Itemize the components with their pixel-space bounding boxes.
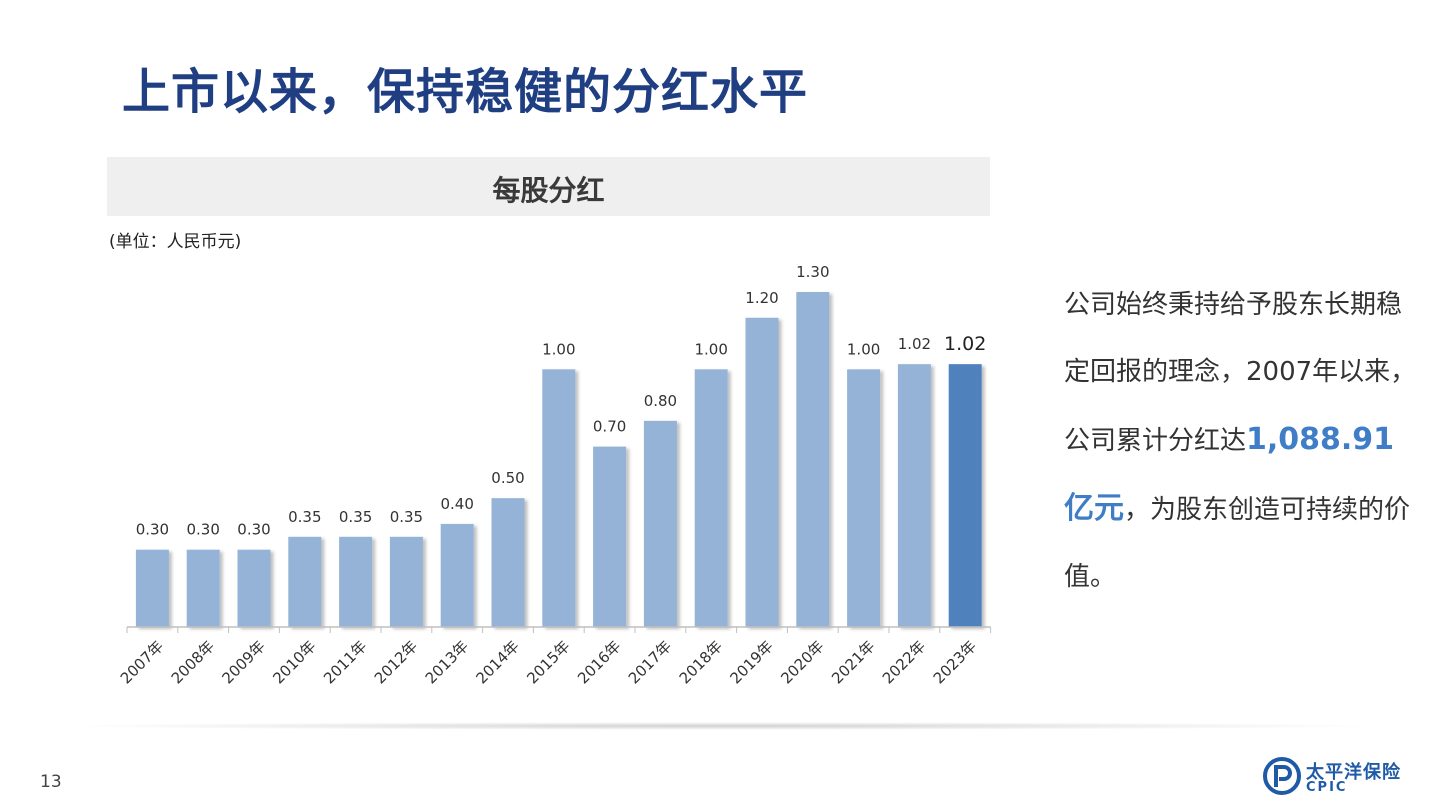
- side-description: 公司始终秉持给予股东长期稳定回报的理念，2007年以来，公司累计分红达1,088…: [1064, 272, 1424, 611]
- x-tick-label: 2013年: [422, 637, 472, 687]
- bar-2021年: [847, 369, 881, 627]
- value-label: 0.35: [339, 508, 372, 526]
- bar-2008年: [186, 549, 220, 627]
- bar-2013年: [440, 523, 474, 627]
- x-tick-label: 2007年: [117, 637, 167, 687]
- bar-2014年: [491, 498, 525, 627]
- bar-2022年: [897, 364, 931, 627]
- bar-2015年: [542, 369, 576, 627]
- x-tick-label: 2021年: [828, 637, 878, 687]
- x-tick-label: 2019年: [726, 637, 776, 687]
- value-label: 0.35: [390, 508, 423, 526]
- value-label: 0.40: [440, 495, 473, 513]
- value-label: 1.02: [944, 333, 986, 355]
- bar-2020年: [796, 292, 830, 627]
- side-text-part2: ，为股东创造可持续的价值。: [1064, 495, 1411, 592]
- x-tick-label: 2015年: [523, 637, 573, 687]
- chart-value-labels: 0.30 0.30 0.30 0.35 0.35 0.35 0.40 0.50 1.00 0.70…: [136, 263, 987, 539]
- bar-2011年: [339, 536, 373, 627]
- x-tick-label: 2016年: [574, 637, 624, 687]
- logo-text-cn: 太平洋保险: [1306, 762, 1401, 783]
- bar-2012年: [389, 536, 423, 627]
- value-label: 0.30: [136, 521, 169, 539]
- x-tick-label: 2017年: [625, 637, 675, 687]
- page-number: 13: [40, 772, 62, 792]
- value-label: 1.02: [898, 335, 931, 353]
- dividend-total-highlight: 1,088.91亿元: [1064, 422, 1395, 526]
- unit-note: (单位：人民币元): [109, 232, 242, 252]
- x-tick-label: 2023年: [930, 637, 980, 687]
- value-label: 0.35: [288, 508, 321, 526]
- x-tick-label: 2008年: [168, 637, 218, 687]
- value-label: 1.00: [847, 340, 880, 358]
- value-label: 0.30: [186, 521, 219, 539]
- chart-x-axis: 2007年 2008年 2009年 2010年 2011年 2012年 2013年 2014年…: [117, 626, 992, 687]
- page-title: 上市以来，保持稳健的分红水平: [122, 64, 809, 120]
- logo-text-en: CPIC: [1306, 780, 1348, 795]
- x-tick-label: 2022年: [879, 637, 929, 687]
- x-tick-label: 2012年: [371, 637, 421, 687]
- x-tick-label: 2011年: [320, 637, 370, 687]
- value-label: 0.50: [491, 469, 524, 487]
- bar-2023年: [948, 364, 982, 627]
- bar-2009年: [237, 549, 271, 627]
- value-label: 1.20: [745, 289, 778, 307]
- bar-2018年: [694, 369, 728, 627]
- bar-2010年: [288, 536, 322, 627]
- cpic-logo-icon: [1263, 757, 1301, 795]
- footer-divider: [60, 722, 1380, 730]
- value-label: 1.30: [796, 263, 829, 281]
- value-label: 0.30: [237, 521, 270, 539]
- value-label: 1.00: [694, 340, 727, 358]
- side-text-part1: 公司始终秉持给予股东长期稳定回报的理念，2007年以来，公司累计分红达: [1064, 290, 1417, 456]
- x-tick-label: 2014年: [472, 637, 522, 687]
- x-tick-label: 2009年: [218, 637, 268, 687]
- bar-2016年: [593, 446, 627, 627]
- bar-2007年: [135, 549, 169, 627]
- value-label: 0.70: [593, 418, 626, 436]
- cpic-logo: 太平洋保险 CPIC: [1262, 756, 1412, 800]
- dividend-bar-chart: 0.30 0.30 0.30 0.35 0.35 0.35 0.40 0.50 1.00 0.70…: [117, 263, 992, 687]
- x-tick-label: 2010年: [269, 637, 319, 687]
- value-label: 1.00: [542, 340, 575, 358]
- value-label: 0.80: [644, 392, 677, 410]
- bar-2019年: [745, 317, 779, 627]
- chart-header: 每股分红: [107, 157, 990, 216]
- chart-title: 每股分红: [492, 174, 605, 207]
- x-tick-label: 2018年: [676, 637, 726, 687]
- x-tick-label: 2020年: [777, 637, 827, 687]
- bar-2017年: [643, 420, 677, 627]
- chart-bars: [135, 292, 982, 627]
